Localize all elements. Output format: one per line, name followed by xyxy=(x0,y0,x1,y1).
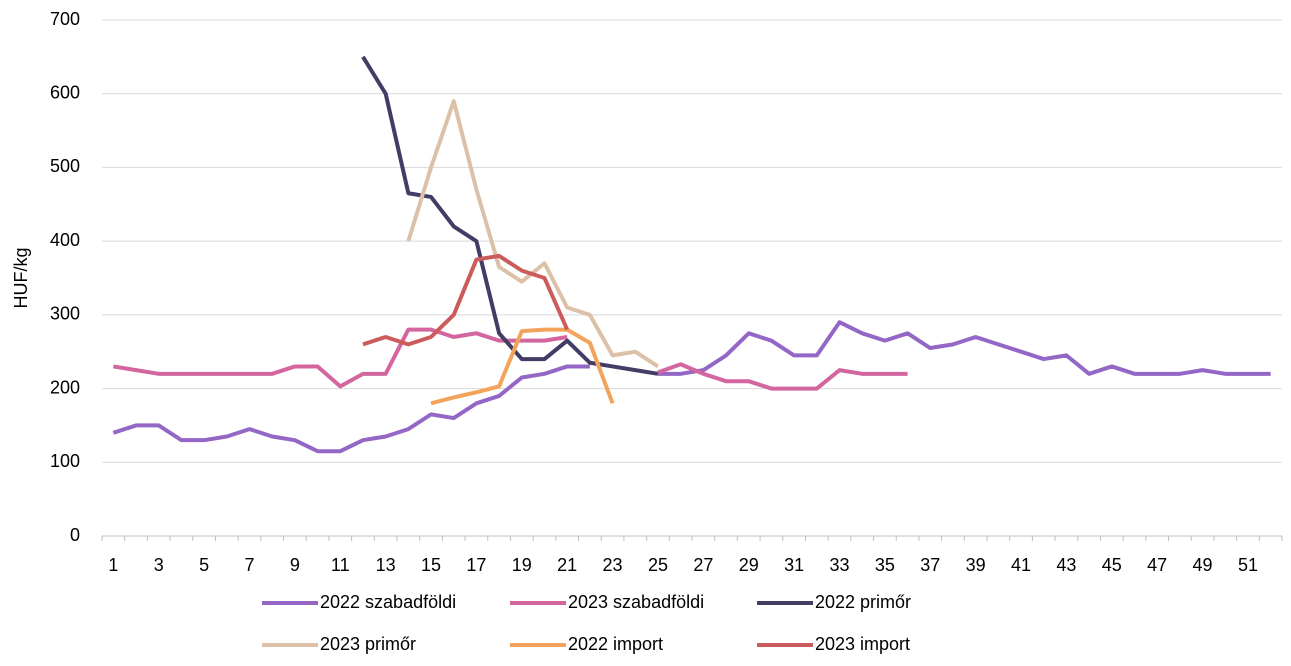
legend-label: 2022 primőr xyxy=(815,592,911,612)
x-tick-label: 39 xyxy=(966,555,986,575)
x-tick-label: 23 xyxy=(603,555,623,575)
x-tick-label: 7 xyxy=(244,555,254,575)
x-tick-label: 3 xyxy=(154,555,164,575)
y-tick-label: 100 xyxy=(50,451,80,471)
x-tick-label: 31 xyxy=(784,555,804,575)
series-line xyxy=(112,320,1271,454)
y-axis-label: HUF/kg xyxy=(11,247,31,308)
x-tick-label: 35 xyxy=(875,555,895,575)
series-line xyxy=(406,99,660,369)
legend-label: 2023 szabadföldi xyxy=(568,592,704,612)
x-tick-label: 5 xyxy=(199,555,209,575)
y-tick-label: 600 xyxy=(50,82,80,102)
legend-label: 2023 import xyxy=(815,634,910,654)
x-tick-label: 43 xyxy=(1056,555,1076,575)
series-line xyxy=(362,253,570,347)
y-tick-label: 200 xyxy=(50,377,80,397)
x-tick-label: 29 xyxy=(739,555,759,575)
y-tick-label: 700 xyxy=(50,9,80,29)
series-line xyxy=(113,327,908,391)
x-tick-label: 27 xyxy=(693,555,713,575)
x-tick-label: 15 xyxy=(421,555,441,575)
x-tick-label: 13 xyxy=(376,555,396,575)
x-tick-label: 49 xyxy=(1193,555,1213,575)
x-tick-label: 17 xyxy=(466,555,486,575)
legend-label: 2023 primőr xyxy=(320,634,416,654)
x-tick-label: 37 xyxy=(920,555,940,575)
x-tick-label: 47 xyxy=(1147,555,1167,575)
y-tick-label: 400 xyxy=(50,230,80,250)
x-tick-label: 51 xyxy=(1238,555,1258,575)
x-tick-label: 19 xyxy=(512,555,532,575)
legend-label: 2022 import xyxy=(568,634,663,654)
x-tick-label: 21 xyxy=(557,555,577,575)
x-tick-label: 9 xyxy=(290,555,300,575)
x-tick-label: 11 xyxy=(331,555,350,575)
series-line xyxy=(430,327,615,406)
x-tick-label: 33 xyxy=(829,555,849,575)
x-tick-label: 45 xyxy=(1102,555,1122,575)
series-line xyxy=(361,55,659,376)
y-tick-label: 0 xyxy=(70,525,80,545)
y-tick-label: 500 xyxy=(50,156,80,176)
x-tick-label: 41 xyxy=(1011,555,1031,575)
x-tick-label: 1 xyxy=(108,555,118,575)
legend-label: 2022 szabadföldi xyxy=(320,592,456,612)
y-tick-label: 300 xyxy=(50,304,80,324)
x-tick-label: 25 xyxy=(648,555,668,575)
